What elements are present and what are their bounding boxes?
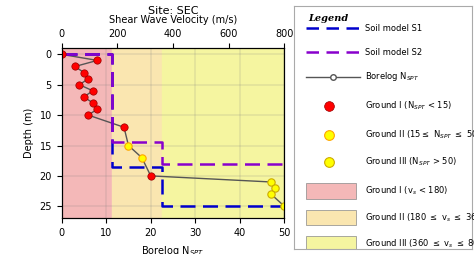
Point xyxy=(80,95,88,99)
Text: Borelog N$_{SPT}$: Borelog N$_{SPT}$ xyxy=(365,70,419,83)
Point xyxy=(125,144,132,148)
Point xyxy=(281,204,288,208)
Point xyxy=(272,186,279,190)
Point xyxy=(147,174,155,178)
Point xyxy=(89,101,97,105)
Point xyxy=(93,107,101,111)
Bar xyxy=(62,48,112,218)
Point xyxy=(93,58,101,62)
Point xyxy=(80,71,88,75)
Text: Legend: Legend xyxy=(308,14,348,23)
Point xyxy=(138,156,146,160)
Bar xyxy=(306,183,356,199)
Point xyxy=(89,89,97,93)
Text: Ground III (360 $\leq$ v$_s$ $\leq$ 800): Ground III (360 $\leq$ v$_s$ $\leq$ 800) xyxy=(365,238,474,250)
Bar xyxy=(306,236,356,252)
Bar xyxy=(306,210,356,225)
Text: Soil model S1: Soil model S1 xyxy=(365,24,422,33)
Point xyxy=(71,65,79,69)
X-axis label: Borelog N$_{SPT}$: Borelog N$_{SPT}$ xyxy=(142,244,204,254)
Y-axis label: Depth (m): Depth (m) xyxy=(24,108,34,158)
Point xyxy=(267,180,275,184)
Bar xyxy=(162,48,284,218)
Point xyxy=(58,52,65,56)
Point xyxy=(120,125,128,129)
Text: Ground II (15$\leq$ N$_{SPT}$ $\leq$ 50): Ground II (15$\leq$ N$_{SPT}$ $\leq$ 50) xyxy=(365,129,474,141)
X-axis label: Shear Wave Velocity (m/s): Shear Wave Velocity (m/s) xyxy=(109,15,237,25)
Text: Ground I (N$_{SPT}$ < 15): Ground I (N$_{SPT}$ < 15) xyxy=(365,100,452,112)
Text: Ground III (N$_{SPT}$ > 50): Ground III (N$_{SPT}$ > 50) xyxy=(365,155,457,168)
Text: Soil model S2: Soil model S2 xyxy=(365,48,422,57)
Point xyxy=(76,83,83,87)
Text: Site: SEC: Site: SEC xyxy=(148,6,198,16)
Point xyxy=(84,77,92,81)
Bar xyxy=(112,48,162,218)
Point xyxy=(267,192,275,196)
Point xyxy=(84,113,92,117)
Text: Ground I (v$_s$ < 180): Ground I (v$_s$ < 180) xyxy=(365,184,448,197)
Text: Ground II (180 $\leq$ v$_s$ $\leq$ 360): Ground II (180 $\leq$ v$_s$ $\leq$ 360) xyxy=(365,211,474,224)
